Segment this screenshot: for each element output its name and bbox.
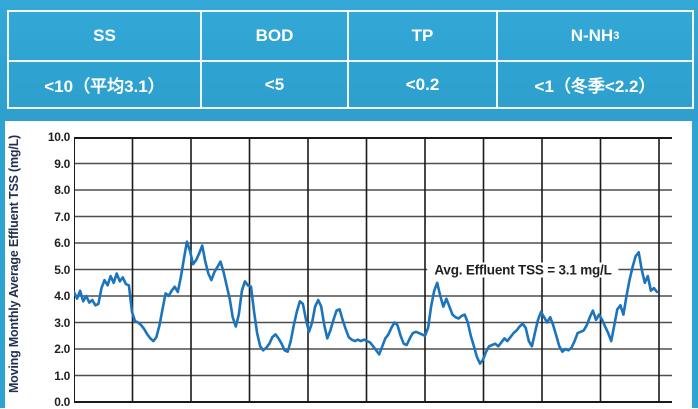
plot-grid-and-series	[74, 137, 672, 403]
y-tick-label: 8.0	[54, 183, 70, 197]
y-tick-label: 10.0	[47, 130, 70, 144]
spec-header-bod-label: BOD	[255, 26, 294, 45]
y-tick-label: 1.0	[54, 368, 70, 383]
y-tick-label: 3.0	[54, 315, 70, 330]
average-tss-annotation: Avg. Effluent TSS = 3.1 mg/L	[427, 262, 619, 278]
spec-value-ss: <10（平均3.1）	[9, 62, 202, 107]
chart-right-border	[692, 121, 698, 408]
spec-header-ss: SS	[9, 12, 202, 62]
spec-header-tp-label: TP	[411, 26, 434, 45]
spec-header-tp: TP	[349, 12, 498, 62]
y-axis-title: Moving Monthly Average Effluent TSS (mg/…	[7, 134, 21, 394]
effluent-spec-table: SS BOD TP N-NH 3 <10（平均3.1） <5 <0.2 <1（冬季…	[7, 10, 694, 109]
spec-header-nnh3: N-NH 3	[498, 12, 692, 62]
y-tick-label: 4.0	[54, 289, 70, 303]
y-tick-label: 6.0	[54, 236, 70, 250]
y-tick-label: 7.0	[54, 209, 70, 224]
effluent-spec-panel: SS BOD TP N-NH 3 <10（平均3.1） <5 <0.2 <1（冬季…	[0, 0, 698, 121]
y-tick-label: 5.0	[54, 262, 70, 277]
y-tick-label: 0.0	[54, 395, 70, 409]
spec-header-bod: BOD	[202, 12, 349, 62]
spec-header-ss-label: SS	[93, 26, 116, 45]
spec-header-nnh3-label: N-NH	[570, 26, 614, 45]
tss-trend-chart: Moving Monthly Average Effluent TSS (mg/…	[0, 121, 698, 409]
spec-value-nnh3: <1（冬季<2.2）	[534, 77, 656, 96]
y-tick-label: 2.0	[54, 342, 70, 356]
spec-value-tp: <0.2	[349, 62, 498, 107]
y-tick-label: 9.0	[54, 156, 70, 171]
tss-series-line	[74, 240, 659, 365]
spec-value-bod: <5	[202, 62, 349, 107]
chart-left-border	[0, 121, 5, 408]
